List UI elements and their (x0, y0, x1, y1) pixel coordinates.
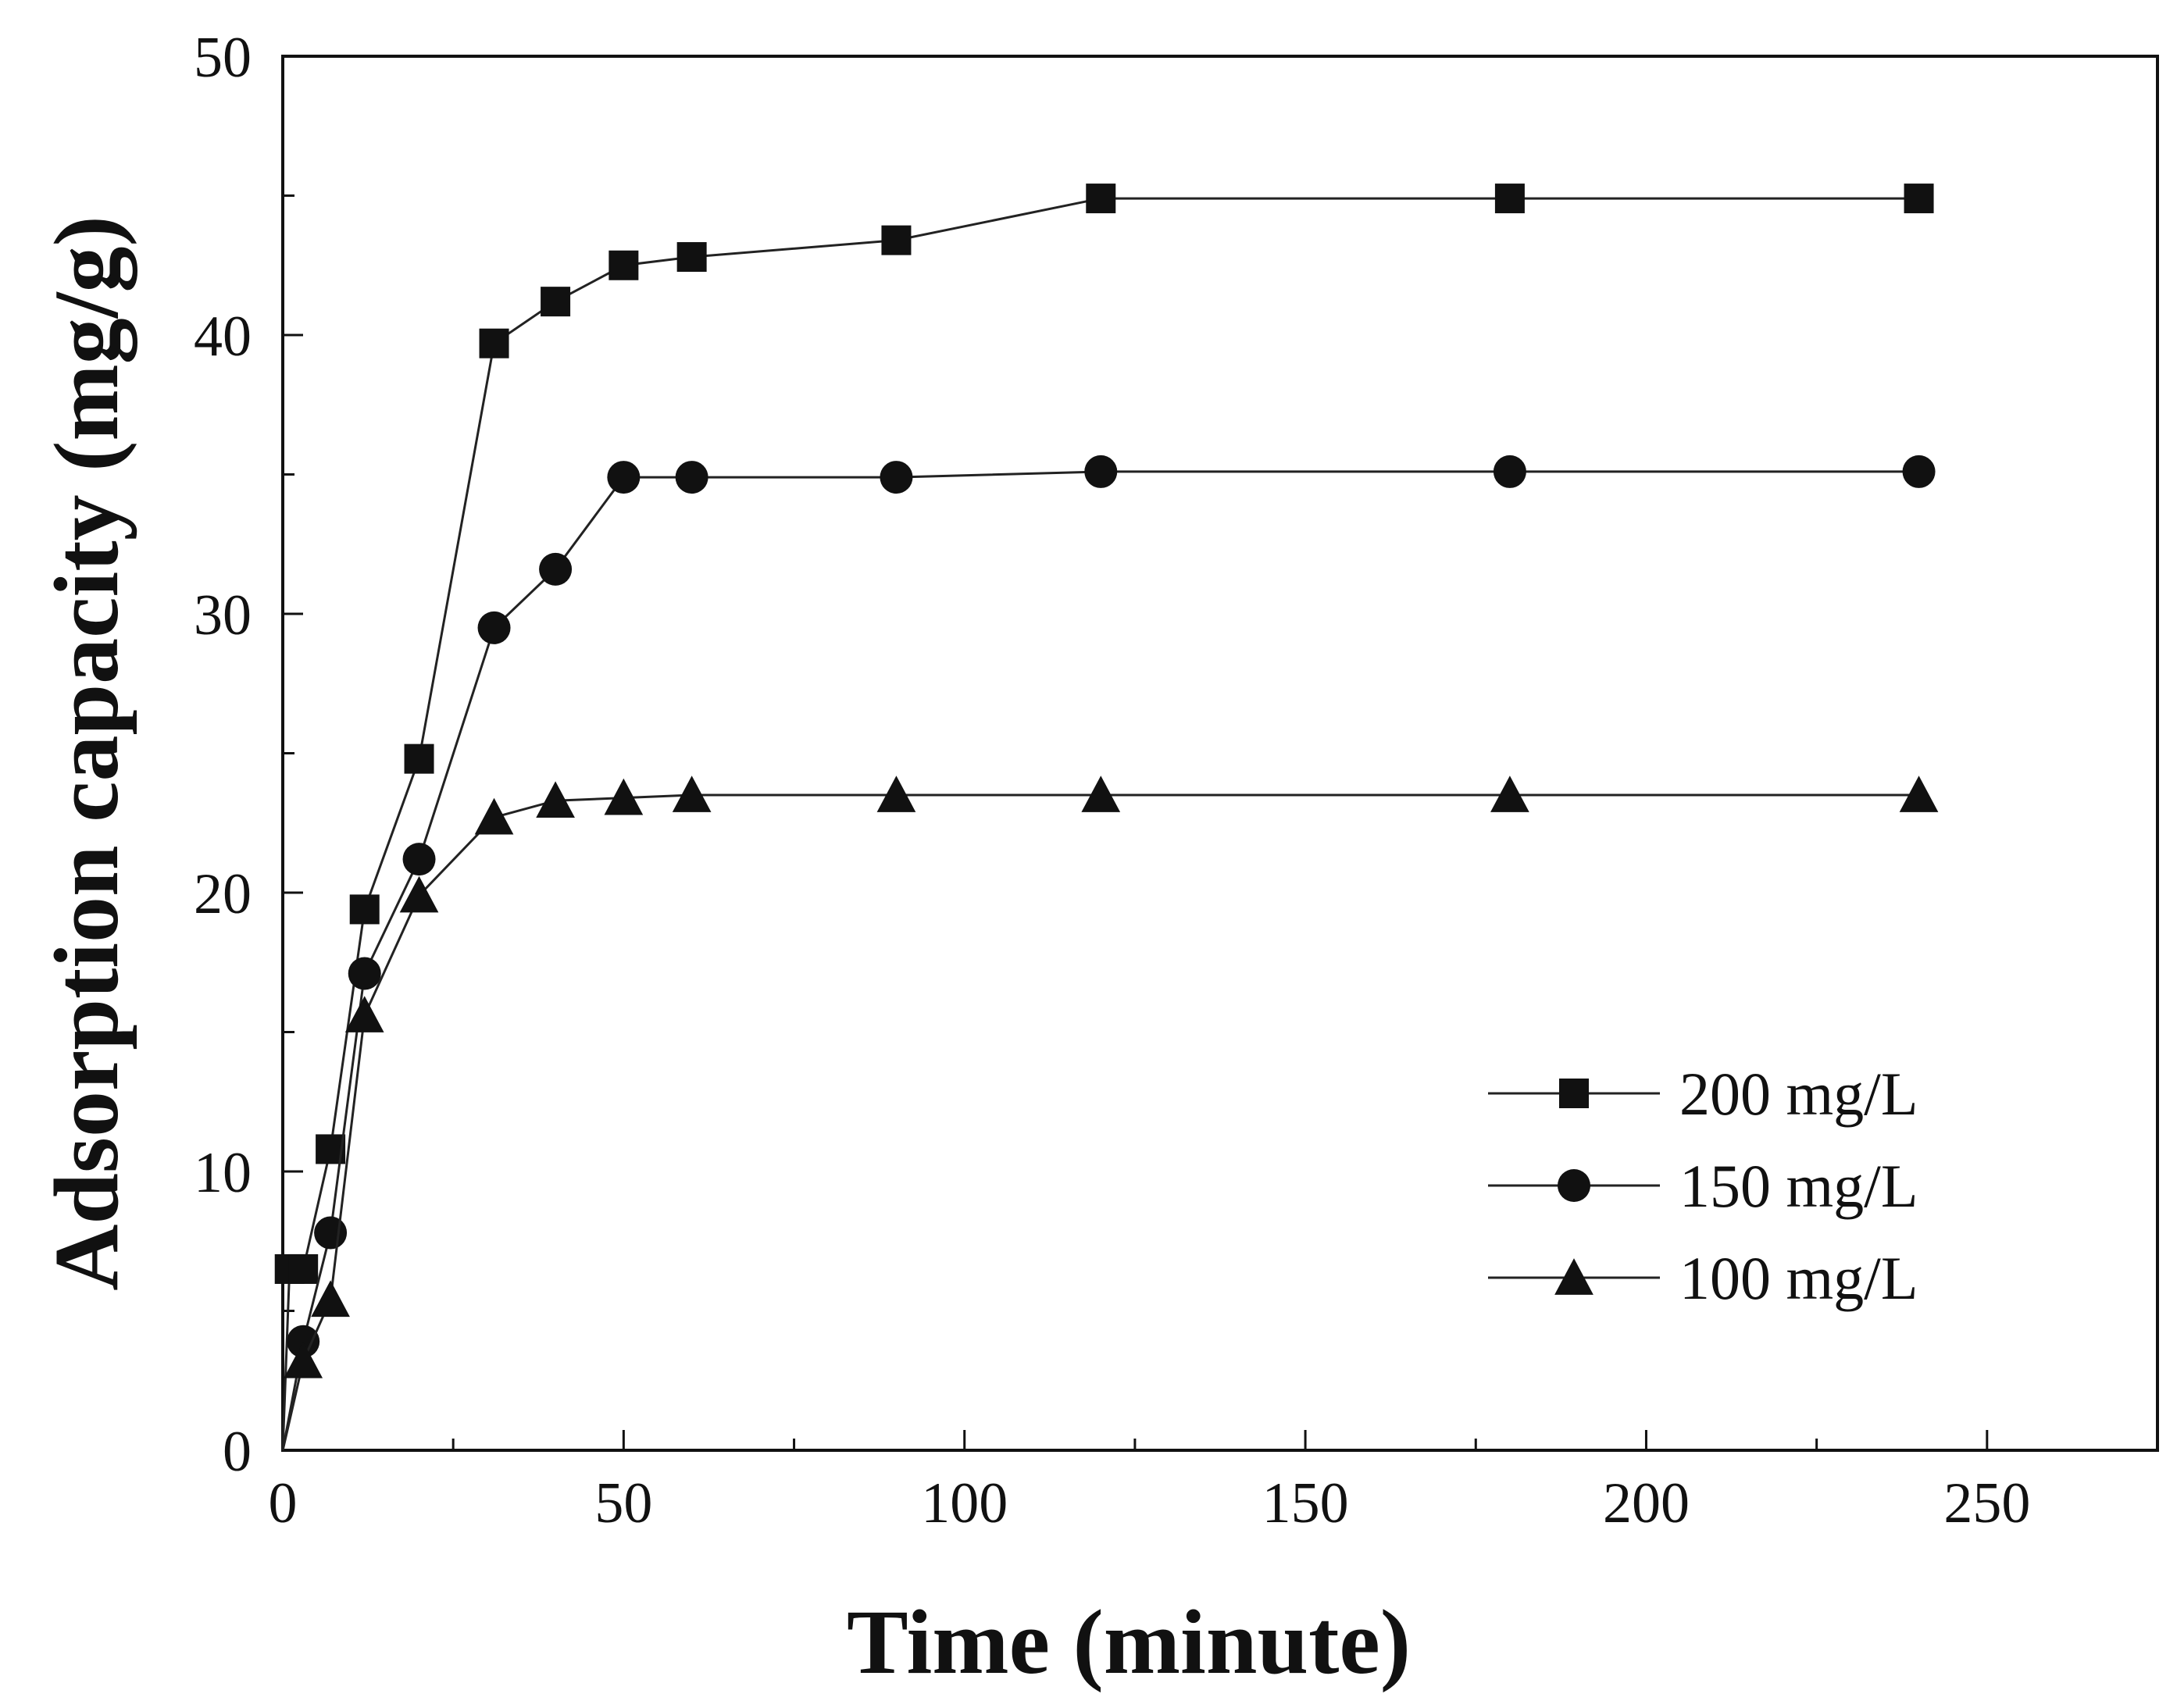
data-point-triangle (399, 875, 439, 913)
data-point-circle (675, 461, 708, 494)
series-line (281, 793, 1919, 1451)
legend-item: 200 mg/L (1488, 1060, 1918, 1128)
data-point-square (1904, 184, 1934, 214)
series-layer (274, 184, 1939, 1451)
data-point-square (1086, 184, 1116, 214)
data-point-circle (1493, 455, 1526, 488)
data-point-circle (287, 1325, 320, 1358)
legend-marker-square (1559, 1079, 1589, 1108)
data-point-circle (539, 552, 573, 586)
y-tick-label: 40 (194, 305, 252, 369)
y-tick-label: 10 (194, 1141, 252, 1205)
plot-frame (281, 55, 2159, 1452)
data-point-triangle (284, 1341, 323, 1378)
x-axis-title: Time (minute) (847, 1591, 1411, 1693)
data-point-square (881, 225, 912, 255)
y-tick-label: 50 (194, 26, 252, 90)
legend: 200 mg/L 150 mg/L 100 mg/L (1488, 1060, 1918, 1312)
y-axis-title: Adsorption capacity (mg/g) (35, 216, 137, 1291)
data-point-square (404, 743, 434, 774)
y-tick-label: 0 (223, 1420, 252, 1484)
series-line (281, 470, 1919, 1451)
data-point-triangle (604, 778, 644, 815)
data-point-triangle (1081, 776, 1121, 812)
legend-item: 150 mg/L (1488, 1152, 1918, 1220)
data-point-circle (402, 843, 436, 876)
series-100-mg-l (281, 776, 1939, 1451)
data-point-square (479, 328, 509, 358)
data-point-triangle (474, 797, 514, 835)
x-tick-label: 200 (1603, 1471, 1690, 1535)
data-point-triangle (536, 781, 575, 818)
y-tick-label: 30 (194, 583, 252, 647)
data-point-square (349, 894, 380, 925)
data-point-square (676, 242, 707, 273)
data-point-square (608, 250, 639, 280)
data-point-square (288, 1253, 319, 1284)
data-point-square (1494, 184, 1525, 214)
data-point-triangle (344, 996, 384, 1032)
legend-label: 150 mg/L (1679, 1152, 1918, 1220)
legend-item: 100 mg/L (1488, 1244, 1918, 1312)
legend-marker-circle (1558, 1169, 1590, 1202)
x-tick-label: 250 (1943, 1471, 2030, 1535)
data-point-circle (1902, 455, 1936, 488)
legend-marker-triangle (1554, 1258, 1593, 1295)
data-point-triangle (311, 1280, 350, 1318)
data-point-circle (348, 957, 381, 990)
x-tick-label: 100 (921, 1471, 1008, 1535)
data-point-circle (607, 461, 641, 494)
data-point-triangle (1899, 776, 1939, 812)
legend-label: 200 mg/L (1679, 1060, 1918, 1128)
data-point-triangle (672, 776, 712, 812)
axes: 0 50 100 150 200 250 0 10 20 30 40 50 (194, 26, 2159, 1535)
x-tick-label: 0 (269, 1471, 298, 1535)
data-point-circle (314, 1216, 348, 1250)
data-point-circle (477, 611, 511, 644)
data-point-circle (1084, 455, 1118, 488)
data-point-circle (880, 461, 913, 494)
legend-label: 100 mg/L (1679, 1244, 1918, 1312)
y-tick-label: 20 (194, 862, 252, 926)
x-tick-label: 150 (1262, 1471, 1349, 1535)
data-point-square (541, 287, 571, 317)
data-point-triangle (1490, 776, 1529, 812)
data-point-triangle (876, 776, 916, 812)
series-line (281, 197, 1919, 1451)
x-tick-label: 50 (594, 1471, 652, 1535)
